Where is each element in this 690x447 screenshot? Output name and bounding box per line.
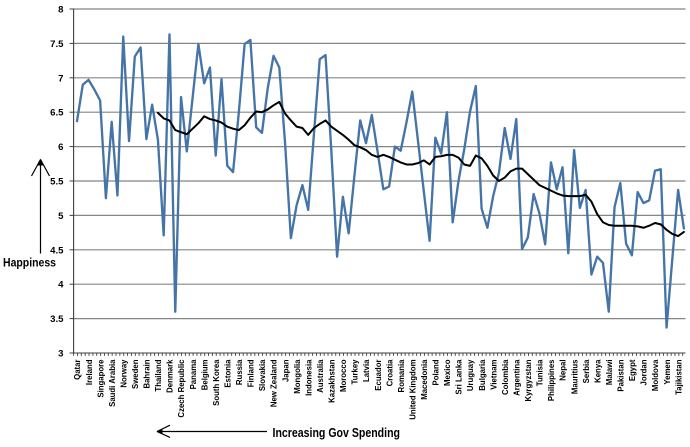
svg-text:Sri Lanka: Sri Lanka: [455, 359, 464, 395]
svg-text:7.5: 7.5: [50, 39, 64, 50]
svg-text:Tunisia: Tunisia: [536, 359, 545, 386]
svg-text:Argentina: Argentina: [512, 359, 521, 396]
svg-text:Kenya: Kenya: [593, 359, 602, 383]
svg-text:Australia: Australia: [316, 359, 325, 393]
svg-text:Happiness: Happiness: [3, 258, 56, 270]
svg-text:4: 4: [58, 280, 64, 291]
svg-text:South Korea: South Korea: [212, 359, 221, 406]
svg-text:Saudi Arabia: Saudi Arabia: [108, 359, 117, 407]
svg-text:Ecuador: Ecuador: [374, 360, 383, 391]
svg-text:Poland: Poland: [432, 359, 441, 385]
svg-text:Serbia: Serbia: [582, 359, 591, 383]
svg-text:Czech Republic: Czech Republic: [177, 359, 186, 418]
svg-text:8: 8: [58, 5, 64, 16]
svg-text:Singapore: Singapore: [96, 359, 105, 398]
svg-text:New Zealand: New Zealand: [270, 359, 279, 407]
svg-text:Tajikistan: Tajikistan: [674, 359, 683, 395]
svg-text:6: 6: [58, 142, 63, 153]
svg-text:Bulgaria: Bulgaria: [478, 359, 487, 391]
svg-text:Kyrgyzstan: Kyrgyzstan: [524, 359, 533, 401]
svg-text:Jordan: Jordan: [640, 359, 649, 385]
svg-text:Estonia: Estonia: [223, 359, 232, 388]
svg-text:Norway: Norway: [119, 359, 128, 388]
svg-text:Russia: Russia: [235, 359, 244, 385]
svg-text:Qatar: Qatar: [73, 360, 82, 380]
svg-text:Finland: Finland: [247, 359, 256, 387]
svg-text:Belgium: Belgium: [200, 359, 209, 390]
svg-text:Pakistan: Pakistan: [617, 359, 626, 391]
svg-text:Increasing Gov Spending: Increasing Gov Spending: [273, 426, 401, 440]
svg-text:Japan: Japan: [281, 359, 290, 382]
svg-text:Slovakia: Slovakia: [258, 359, 267, 391]
svg-text:Macedonia: Macedonia: [420, 359, 429, 400]
svg-text:Egypt: Egypt: [628, 359, 637, 381]
svg-text:Mauritius: Mauritius: [570, 359, 579, 394]
svg-text:4.5: 4.5: [50, 245, 64, 256]
svg-text:Morocco: Morocco: [339, 359, 348, 392]
svg-text:Kazakhstan: Kazakhstan: [328, 359, 337, 403]
svg-text:Vietnam: Vietnam: [489, 359, 498, 389]
svg-text:Ireland: Ireland: [85, 359, 94, 385]
svg-text:United Kingdom: United Kingdom: [408, 359, 417, 419]
svg-text:Malawi: Malawi: [605, 360, 614, 386]
svg-text:6.5: 6.5: [50, 108, 64, 119]
svg-text:Bahrain: Bahrain: [143, 359, 152, 388]
svg-text:Mexico: Mexico: [443, 359, 452, 386]
svg-text:Uruguay: Uruguay: [466, 359, 475, 391]
svg-text:Indonesia: Indonesia: [304, 359, 313, 396]
svg-text:Thailand: Thailand: [154, 359, 163, 391]
svg-text:Croatia: Croatia: [385, 359, 394, 387]
svg-text:Colombia: Colombia: [501, 359, 510, 395]
svg-text:Panama: Panama: [189, 359, 198, 390]
svg-text:Latvia: Latvia: [362, 359, 371, 382]
svg-text:Denmark: Denmark: [166, 359, 175, 393]
svg-text:Mongolia: Mongolia: [293, 359, 302, 394]
svg-text:Philippines: Philippines: [547, 359, 556, 401]
svg-text:Yemen: Yemen: [663, 359, 672, 384]
svg-text:Turkey: Turkey: [351, 359, 360, 385]
svg-text:Nepal: Nepal: [559, 360, 568, 381]
svg-text:Moldova: Moldova: [651, 359, 660, 391]
svg-text:7: 7: [58, 73, 63, 84]
svg-text:5: 5: [58, 211, 64, 222]
svg-text:5.5: 5.5: [50, 177, 64, 188]
svg-text:Romania: Romania: [397, 359, 406, 393]
svg-text:3.5: 3.5: [50, 314, 64, 325]
svg-text:Sweden: Sweden: [131, 359, 140, 389]
svg-text:3: 3: [58, 349, 63, 360]
